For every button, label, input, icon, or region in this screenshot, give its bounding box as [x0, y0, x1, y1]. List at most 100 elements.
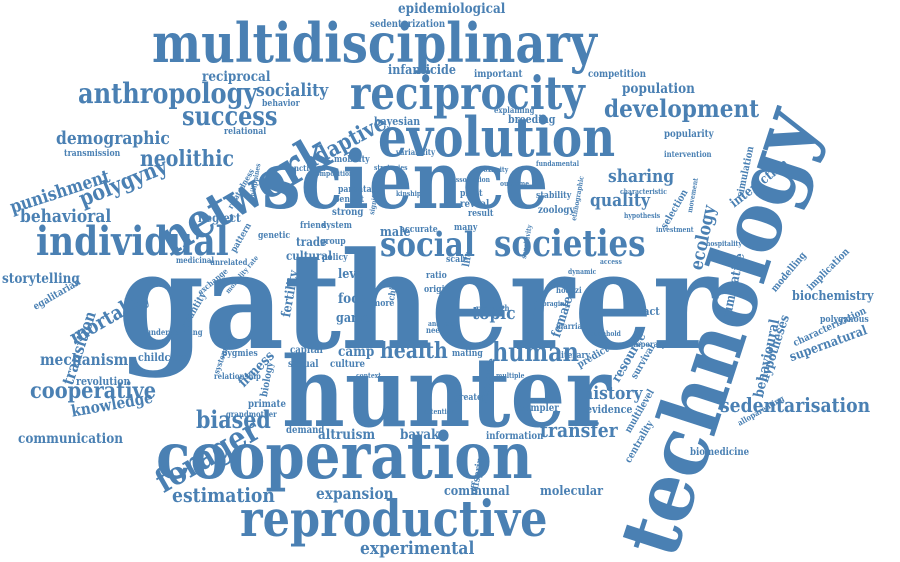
cloud-word: infanticide	[388, 64, 456, 77]
cloud-word: contemporary	[612, 340, 666, 348]
cloud-word: breeding	[508, 114, 555, 125]
cloud-word: association	[452, 176, 490, 183]
cloud-word: sharing	[608, 168, 674, 186]
cloud-word: plant	[460, 190, 483, 199]
cloud-word: scale	[446, 256, 468, 265]
cloud-word: neglect	[198, 212, 241, 224]
cloud-word: reciprocity	[350, 70, 585, 116]
cloud-word: information	[486, 432, 543, 442]
cloud-word: altruism	[318, 428, 375, 442]
cloud-word: origin	[424, 286, 450, 295]
cloud-word: contact	[620, 306, 660, 317]
cloud-word: polygyny	[76, 155, 170, 210]
cloud-word: implication	[806, 247, 852, 293]
cloud-word: system	[322, 222, 352, 231]
cloud-word: sampler	[520, 404, 559, 414]
cloud-word: literary	[558, 352, 590, 361]
cloud-word: foraging	[540, 300, 569, 307]
cloud-word: popularity	[664, 130, 714, 140]
cloud-word: movement	[686, 177, 699, 213]
cloud-word: unrelated	[210, 258, 247, 266]
cloud-word: outcome	[500, 180, 529, 187]
cloud-word: bayaka	[400, 428, 447, 442]
cloud-word: history	[582, 385, 642, 403]
cloud-word: culture	[330, 360, 365, 370]
cloud-word: population	[622, 82, 695, 96]
cloud-word: understanding	[146, 328, 203, 336]
cloud-word: analysis	[428, 320, 455, 327]
cloud-word: household	[586, 330, 621, 337]
cloud-word: revolution	[76, 376, 130, 387]
cloud-word: bayesian	[374, 116, 420, 127]
cloud-word: behavioral	[20, 208, 111, 226]
cloud-word: strategies	[374, 164, 408, 171]
cloud-word: context	[356, 372, 381, 379]
cloud-word: sedentarisation	[720, 395, 870, 415]
cloud-word: transfer	[540, 420, 618, 440]
cloud-word: food	[338, 292, 368, 306]
cloud-word: health	[380, 340, 448, 362]
cloud-word: behavior	[262, 100, 300, 109]
cloud-word: demographic	[56, 130, 170, 148]
cloud-word: investment	[656, 226, 694, 233]
cloud-word: molecular	[540, 485, 603, 498]
cloud-word: many	[454, 224, 477, 233]
cloud-word: research	[476, 304, 510, 312]
cloud-word: expansion	[316, 486, 394, 502]
cloud-word: hospitality	[706, 240, 742, 247]
cloud-word: level	[338, 268, 367, 281]
cloud-word: competition	[588, 70, 646, 80]
cloud-word: game	[336, 312, 370, 325]
cloud-word: epidemiological	[398, 2, 505, 16]
cloud-word: biomedicine	[690, 448, 749, 458]
cloud-word: proximity	[476, 166, 508, 173]
cloud-word: relationship	[214, 372, 261, 380]
cloud-word: kinship	[396, 190, 421, 197]
cloud-word: polygynous	[820, 316, 869, 325]
cloud-word: reciprocal	[202, 70, 270, 84]
cloud-word: strong	[332, 208, 363, 218]
cloud-word: societies	[494, 226, 646, 262]
cloud-word: stability	[536, 192, 571, 201]
cloud-word: benefit	[334, 196, 364, 205]
cloud-word: result	[468, 210, 494, 219]
cloud-word: intervention	[664, 150, 712, 158]
cloud-word: relational	[224, 128, 266, 137]
cloud-word: multiple	[496, 372, 524, 379]
cloud-word: explaining	[494, 106, 534, 114]
cloud-word: fundamental	[536, 160, 579, 167]
cloud-word: variability	[396, 148, 435, 156]
cloud-word: biochemistry	[792, 290, 873, 303]
cloud-word: sedentarization	[370, 20, 445, 30]
cloud-word: hoanzi	[556, 286, 582, 294]
cloud-word: evidence	[586, 404, 632, 415]
cloud-word: reproductive	[240, 494, 547, 544]
cloud-word: experimental	[360, 540, 474, 558]
cloud-word: greater	[454, 394, 486, 403]
cloud-word: mobility	[334, 156, 370, 165]
cloud-word: composition	[312, 170, 353, 177]
cloud-word: policy	[322, 254, 348, 263]
cloud-word: demand	[286, 426, 324, 436]
cloud-word: sexual	[288, 360, 319, 370]
cloud-word: camp	[338, 345, 374, 359]
cloud-word: dynamic	[568, 268, 596, 275]
cloud-word: medicinal	[176, 256, 214, 264]
cloud-word: important	[474, 70, 522, 80]
cloud-word: parental	[338, 186, 375, 195]
cloud-word: ratio	[426, 272, 447, 281]
cloud-word: communication	[18, 432, 123, 446]
cloud-word: characteristic	[620, 188, 667, 195]
cloud-word: group	[320, 238, 346, 247]
cloud-word: estimation	[172, 485, 275, 505]
cloud-word: hypothesis	[624, 212, 660, 219]
cloud-word: childcare	[138, 352, 187, 363]
cloud-word: accurate	[400, 226, 438, 235]
cloud-word: genetic	[258, 232, 290, 241]
cloud-word: mating	[452, 350, 483, 359]
cloud-word: ethnographic	[570, 175, 585, 221]
cloud-word: development	[604, 97, 759, 121]
cloud-word: attention	[424, 408, 455, 415]
cloud-word: more	[372, 300, 394, 309]
